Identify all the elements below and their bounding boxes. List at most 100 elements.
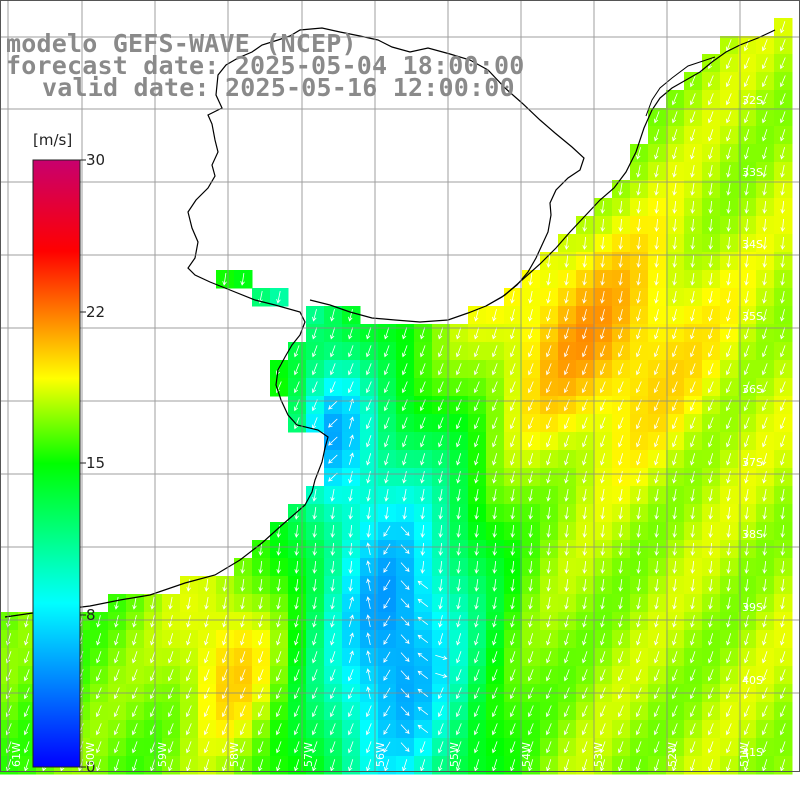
wind-arrow [417, 580, 429, 590]
wind-arrow [492, 542, 498, 556]
wind-arrow [708, 579, 713, 592]
wind-arrow [600, 633, 606, 646]
wind-arrow [456, 327, 462, 340]
wind-arrow [240, 579, 245, 592]
wind-arrow [708, 165, 713, 178]
wind-arrow [618, 560, 623, 574]
wind-arrow [690, 651, 696, 664]
wind-arrow [546, 524, 551, 538]
wind-arrow [528, 633, 534, 646]
wind-arrow [654, 236, 660, 250]
wind-arrow [417, 670, 429, 680]
wind-arrow [780, 327, 786, 340]
wind-arrow [312, 489, 317, 502]
wind-arrow [401, 381, 408, 394]
wind-arrow [780, 489, 785, 502]
wind-arrow [348, 489, 353, 502]
wind-arrow [744, 273, 749, 286]
wind-arrow [780, 21, 786, 34]
wind-arrow [528, 560, 533, 574]
wind-arrow [636, 597, 641, 610]
wind-arrow [24, 651, 30, 664]
wind-arrow [131, 723, 138, 736]
wind-arrow [294, 759, 300, 772]
wind-arrow [671, 363, 678, 376]
wind-arrow [671, 93, 678, 106]
wind-arrow [635, 741, 642, 754]
wind-arrow [384, 471, 389, 484]
wind-arrow [510, 560, 515, 574]
wind-arrow [762, 218, 768, 232]
wind-arrow [689, 705, 696, 718]
wind-arrow [456, 597, 461, 610]
wind-arrow [95, 669, 102, 682]
wind-arrow [654, 218, 660, 232]
wind-arrow [780, 633, 786, 646]
wind-arrow [600, 524, 605, 538]
wind-arrow [690, 560, 695, 574]
wind-arrow [438, 471, 443, 484]
wind-arrow [240, 651, 246, 664]
wind-arrow [672, 435, 678, 448]
wind-arrow [293, 363, 300, 376]
wind-arrow [473, 417, 480, 430]
wind-arrow [582, 218, 588, 232]
wind-arrow [258, 651, 264, 664]
wind-arrow [653, 669, 660, 682]
wind-arrow [348, 614, 354, 627]
wind-arrow [600, 759, 606, 772]
wind-arrow [311, 705, 318, 718]
wind-arrow [438, 435, 444, 448]
wind-arrow [474, 453, 480, 466]
wind-arrow [383, 633, 391, 645]
wind-arrow [348, 507, 353, 520]
wind-arrow [564, 236, 570, 250]
lon-label: 60W [83, 742, 97, 767]
wind-arrow [672, 291, 677, 304]
wind-arrow [726, 435, 732, 448]
wind-arrow [491, 705, 498, 718]
wind-arrow [312, 615, 317, 628]
wind-arrow [743, 417, 750, 430]
wind-arrow [762, 651, 768, 664]
lat-lon-grid [0, 0, 800, 772]
wind-arrow [258, 633, 264, 646]
wind-arrow [365, 705, 372, 718]
wind-arrow [599, 741, 606, 754]
wind-arrow [527, 345, 534, 358]
wind-arrow [582, 524, 587, 538]
wind-arrow [636, 507, 641, 520]
wind-arrow [618, 291, 623, 304]
wind-arrow [618, 651, 624, 664]
wind-arrow [582, 273, 587, 286]
wind-arrow [618, 633, 624, 646]
wind-arrow [780, 309, 785, 322]
wind-arrow [762, 183, 767, 196]
wind-arrow [168, 651, 174, 664]
wind-arrow [473, 723, 480, 736]
wind-arrow [744, 471, 749, 484]
wind-arrow [581, 363, 588, 376]
wind-arrow [347, 345, 354, 358]
wind-arrow [708, 327, 714, 340]
wind-arrow [366, 507, 371, 520]
colorbar-tick-0: 0 [86, 758, 96, 776]
wind-arrow [24, 615, 29, 628]
wind-arrow [456, 579, 461, 592]
wind-arrow [726, 597, 731, 610]
wind-arrow [420, 453, 426, 466]
wind-arrow [330, 633, 336, 646]
wind-arrow [744, 435, 750, 448]
wind-arrow [546, 615, 551, 628]
wind-arrow [726, 651, 732, 664]
wind-arrow [510, 453, 516, 466]
wind-arrow [474, 560, 479, 574]
wind-arrow [636, 560, 641, 574]
wind-arrow [474, 597, 479, 610]
wind-arrow [276, 651, 282, 664]
wind-arrow [779, 57, 786, 70]
wind-arrow [636, 759, 642, 772]
wind-arrow [186, 759, 192, 772]
wind-arrow [744, 542, 750, 556]
wind-arrow [473, 363, 480, 376]
